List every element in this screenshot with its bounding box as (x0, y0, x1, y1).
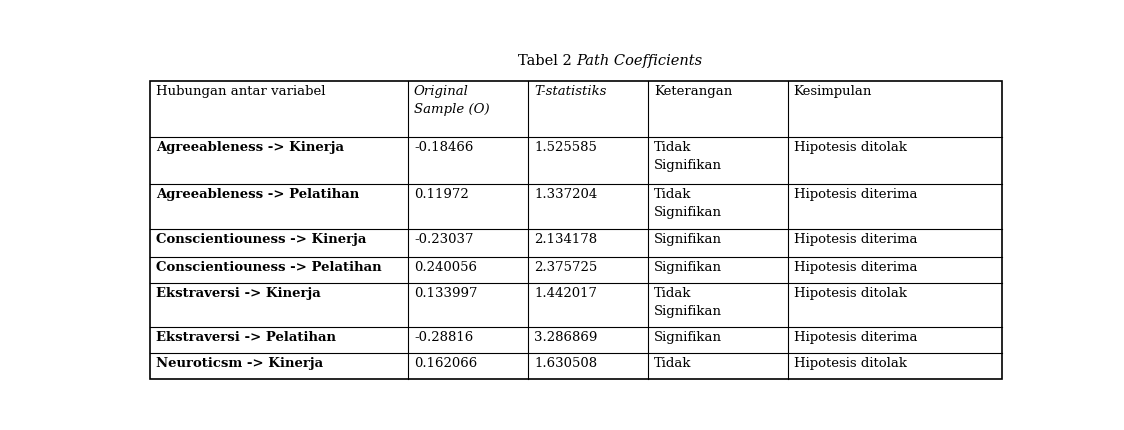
Text: T-statistiks: T-statistiks (534, 85, 607, 98)
Text: Hubungan antar variabel: Hubungan antar variabel (156, 85, 325, 98)
Text: Path Coefficients: Path Coefficients (575, 54, 702, 68)
Text: Signifikan: Signifikan (654, 233, 723, 246)
Text: Hipotesis ditolak: Hipotesis ditolak (794, 357, 907, 370)
Text: Signifikan: Signifikan (654, 261, 723, 274)
Text: Kesimpulan: Kesimpulan (794, 85, 872, 98)
Text: 3.286869: 3.286869 (534, 331, 598, 344)
Text: Signifikan: Signifikan (654, 331, 723, 344)
Text: Hipotesis diterima: Hipotesis diterima (794, 233, 917, 246)
Text: -0.28816: -0.28816 (414, 331, 473, 344)
Text: Original
Sample (O): Original Sample (O) (414, 85, 490, 116)
Text: Ekstraversi -> Kinerja: Ekstraversi -> Kinerja (156, 287, 320, 300)
Text: Hipotesis ditolak: Hipotesis ditolak (794, 287, 907, 300)
Text: 0.11972: 0.11972 (414, 188, 469, 201)
Text: Tabel 2: Tabel 2 (518, 54, 575, 68)
Text: Tidak
Signifikan: Tidak Signifikan (654, 188, 723, 219)
Text: 1.442017: 1.442017 (534, 287, 597, 300)
Text: Hipotesis diterima: Hipotesis diterima (794, 331, 917, 344)
Text: 0.240056: 0.240056 (414, 261, 477, 274)
Text: -0.18466: -0.18466 (414, 141, 473, 154)
Text: 1.337204: 1.337204 (534, 188, 597, 201)
Text: Hipotesis diterima: Hipotesis diterima (794, 188, 917, 201)
Text: Tidak
Signifikan: Tidak Signifikan (654, 287, 723, 318)
Text: Tidak: Tidak (654, 357, 691, 370)
Text: Conscientiouness -> Pelatihan: Conscientiouness -> Pelatihan (156, 261, 381, 274)
Text: Tidak
Signifikan: Tidak Signifikan (654, 141, 723, 172)
Text: 2.134178: 2.134178 (534, 233, 597, 246)
Text: Agreeableness -> Pelatihan: Agreeableness -> Pelatihan (156, 188, 360, 201)
Text: Agreeableness -> Kinerja: Agreeableness -> Kinerja (156, 141, 344, 154)
Text: -0.23037: -0.23037 (414, 233, 473, 246)
Text: 1.630508: 1.630508 (534, 357, 597, 370)
Text: 0.133997: 0.133997 (414, 287, 478, 300)
Text: 0.162066: 0.162066 (414, 357, 478, 370)
Text: Keterangan: Keterangan (654, 85, 733, 98)
Text: Neuroticsm -> Kinerja: Neuroticsm -> Kinerja (156, 357, 323, 370)
Text: Conscientiouness -> Kinerja: Conscientiouness -> Kinerja (156, 233, 366, 246)
Text: Hipotesis ditolak: Hipotesis ditolak (794, 141, 907, 154)
Text: Hipotesis diterima: Hipotesis diterima (794, 261, 917, 274)
Text: Ekstraversi -> Pelatihan: Ekstraversi -> Pelatihan (156, 331, 336, 344)
Text: 1.525585: 1.525585 (534, 141, 597, 154)
Text: 2.375725: 2.375725 (534, 261, 597, 274)
